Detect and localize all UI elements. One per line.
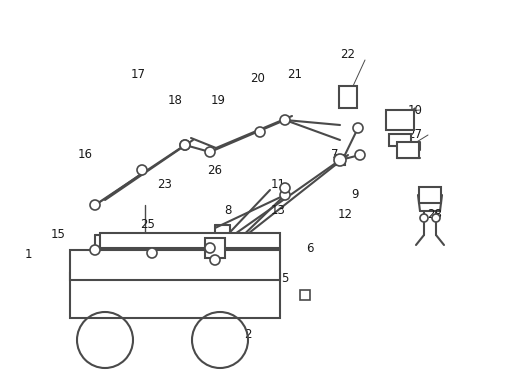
Bar [397, 142, 419, 158]
Text: 10: 10 [408, 103, 423, 117]
Text: 13: 13 [270, 203, 285, 217]
Circle shape [353, 123, 363, 133]
Circle shape [210, 255, 220, 265]
Circle shape [90, 200, 100, 210]
Circle shape [355, 150, 365, 160]
Text: 28: 28 [428, 209, 443, 221]
Bar [419, 187, 441, 203]
Circle shape [205, 147, 215, 157]
Text: 6: 6 [306, 241, 314, 255]
Text: 1: 1 [24, 249, 32, 261]
Bar [100, 232, 280, 247]
Text: 15: 15 [50, 229, 65, 241]
Text: 12: 12 [338, 209, 353, 221]
Circle shape [432, 214, 440, 222]
Text: 27: 27 [408, 129, 423, 141]
Circle shape [137, 165, 147, 175]
Circle shape [90, 245, 100, 255]
Text: 14: 14 [211, 244, 226, 256]
Text: 9: 9 [351, 188, 359, 202]
Text: 25: 25 [140, 218, 155, 232]
Bar [300, 290, 310, 300]
Text: 4: 4 [244, 249, 252, 261]
Text: 2: 2 [244, 329, 252, 341]
Circle shape [147, 248, 157, 258]
Bar [386, 110, 414, 130]
Bar [389, 134, 411, 146]
Text: 5: 5 [281, 271, 289, 285]
Text: 8: 8 [224, 203, 232, 217]
Bar [205, 238, 225, 258]
Bar [70, 250, 280, 280]
Text: 18: 18 [168, 94, 182, 106]
Text: 16: 16 [78, 149, 93, 162]
Text: 11: 11 [270, 179, 285, 191]
Text: 17: 17 [131, 68, 145, 82]
Bar [70, 273, 280, 317]
Circle shape [280, 190, 290, 200]
Text: 3: 3 [244, 291, 252, 305]
Text: 26: 26 [208, 164, 223, 176]
Circle shape [255, 127, 265, 137]
Text: 7: 7 [331, 149, 339, 162]
Circle shape [280, 115, 290, 125]
Circle shape [280, 183, 290, 193]
Circle shape [180, 140, 190, 150]
Text: 23: 23 [158, 179, 172, 191]
Bar [335, 155, 345, 165]
Text: 21: 21 [287, 68, 303, 82]
Circle shape [180, 140, 190, 150]
Text: 20: 20 [250, 71, 265, 85]
Text: 22: 22 [340, 49, 356, 62]
Circle shape [334, 154, 346, 166]
Circle shape [205, 243, 215, 253]
Text: 19: 19 [211, 94, 226, 106]
Circle shape [420, 214, 428, 222]
Bar [339, 86, 357, 108]
Text: 24: 24 [171, 252, 186, 264]
